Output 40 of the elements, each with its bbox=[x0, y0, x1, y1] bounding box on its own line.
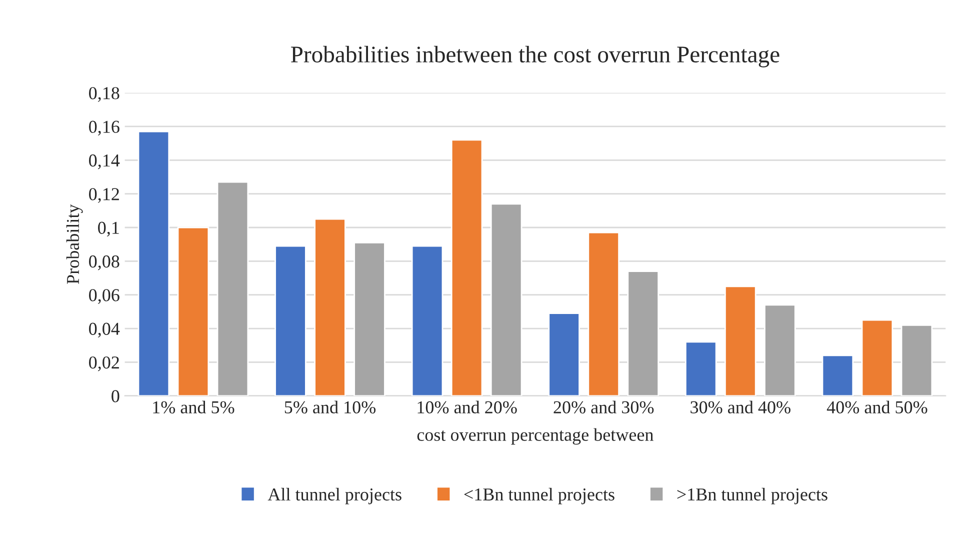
x-axis-title: cost overrun percentage between bbox=[417, 428, 654, 445]
y-tick-label: 0,08 bbox=[89, 255, 120, 270]
bar bbox=[354, 242, 386, 396]
bar bbox=[450, 139, 483, 396]
bar bbox=[216, 181, 249, 396]
y-tick-label: 0,1 bbox=[98, 222, 119, 237]
legend-label: All tunnel projects bbox=[268, 488, 402, 504]
x-tick-label: 40% and 50% bbox=[826, 400, 928, 414]
x-tick-label: 1% and 5% bbox=[153, 400, 234, 414]
chart-title: Probabilities inbetween the cost overrun Percentage bbox=[290, 46, 780, 68]
x-tick-label: 30% and 40% bbox=[690, 400, 790, 414]
bar bbox=[822, 354, 854, 396]
y-axis-title: Probability bbox=[66, 204, 83, 284]
y-tick-label: 0,14 bbox=[89, 154, 120, 170]
y-tick-label: 0,06 bbox=[89, 289, 120, 304]
bar bbox=[177, 226, 210, 396]
x-tick-label: 10% and 20% bbox=[418, 400, 517, 414]
bar bbox=[588, 232, 620, 396]
y-tick-label: 0,02 bbox=[89, 356, 119, 372]
x-tick-label: 20% and 30% bbox=[554, 400, 654, 414]
bar bbox=[138, 130, 170, 396]
bar bbox=[684, 341, 717, 396]
bar bbox=[411, 245, 444, 396]
bar bbox=[861, 319, 894, 396]
bar bbox=[274, 245, 306, 396]
legend-label: >1Bn tunnel projects bbox=[677, 488, 828, 504]
y-tick-label: 0,18 bbox=[89, 87, 120, 102]
bar bbox=[764, 304, 796, 396]
bar bbox=[490, 203, 522, 396]
legend-label: <1Bn tunnel projects bbox=[464, 488, 614, 504]
y-tick-label: 0 bbox=[112, 390, 120, 402]
x-tick-label: 5% and 10% bbox=[284, 400, 376, 414]
bar bbox=[314, 218, 346, 396]
bar bbox=[627, 270, 660, 396]
bar bbox=[548, 312, 580, 396]
y-tick-label: 0,16 bbox=[89, 120, 120, 136]
y-tick-label: 0,04 bbox=[89, 322, 120, 338]
y-tick-label: 0,12 bbox=[89, 188, 119, 203]
bar bbox=[900, 324, 933, 396]
bar bbox=[724, 286, 756, 396]
